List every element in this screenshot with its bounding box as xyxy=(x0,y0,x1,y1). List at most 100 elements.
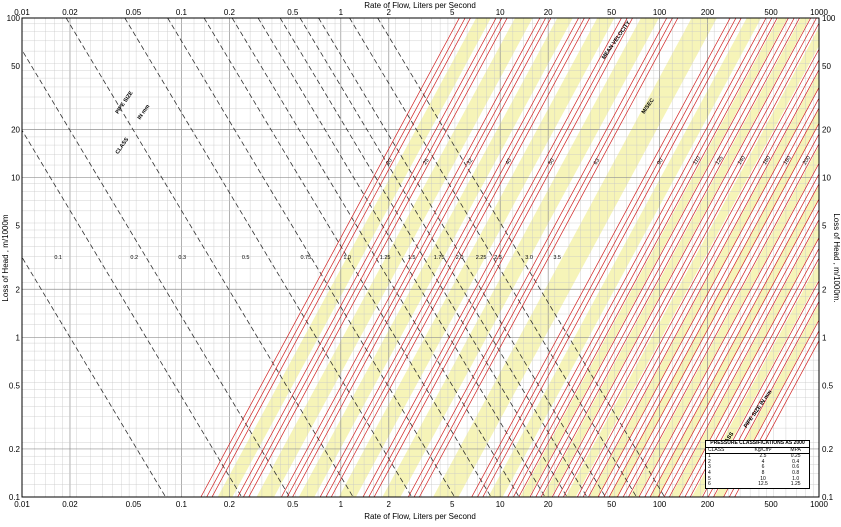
y-tick-label-left: 20 xyxy=(11,126,20,135)
pipe-line xyxy=(577,48,819,497)
x-tick-label-bottom: 1 xyxy=(339,500,344,509)
x-tick-label-top: 10 xyxy=(496,8,505,17)
pipe-line xyxy=(663,209,819,497)
yellow-band xyxy=(691,261,819,497)
y-tick-label-left: 0.1 xyxy=(9,493,21,502)
yellow-band xyxy=(650,184,819,497)
velocity-label: 3.5 xyxy=(553,255,561,261)
velocity-label: 0.2 xyxy=(130,255,138,261)
x-tick-label-bottom: 500 xyxy=(764,500,778,509)
pipe-line xyxy=(622,133,819,497)
x-tick-label-top: 50 xyxy=(607,8,616,17)
y-axis-label-right: Loss of Head , m/1000m. xyxy=(832,213,841,302)
chart-annotation: PIPE SIZE xyxy=(115,90,135,115)
pressure-table-row: 1 2.5 0.25 xyxy=(706,453,809,460)
pipe-line xyxy=(535,18,795,497)
y-tick-label-right: 0.5 xyxy=(822,381,834,390)
y-tick-label-right: 10 xyxy=(822,174,831,183)
velocity-line xyxy=(22,129,243,497)
x-tick-label-top: 5 xyxy=(450,8,455,17)
velocity-label: 1.25 xyxy=(380,255,391,261)
velocity-label: 0.1 xyxy=(54,255,62,261)
y-tick-label-left: 2 xyxy=(16,285,21,294)
yellow-band xyxy=(565,27,819,497)
pipe-line xyxy=(281,18,541,497)
pipe-line xyxy=(644,173,819,497)
pressure-classification-table: PRESSURE CLASSIFICATIONS AS 2000 CLASS K… xyxy=(705,440,810,489)
x-tick-label-bottom: 100 xyxy=(653,500,667,509)
pipe-line xyxy=(678,236,819,497)
velocity-line xyxy=(65,18,354,497)
pipe-line xyxy=(477,18,737,497)
table-cell: 6 xyxy=(761,464,765,471)
x-tick-label-top: 0.1 xyxy=(176,8,188,17)
pressure-table-row: 2 4 0.4 xyxy=(706,458,809,466)
y-tick-label-left: 100 xyxy=(7,14,21,23)
x-tick-label-bottom: 0.05 xyxy=(126,500,142,509)
velocity-line xyxy=(318,18,606,497)
yellow-band xyxy=(338,18,615,497)
x-tick-label-top: 0.01 xyxy=(14,8,30,17)
velocity-line xyxy=(231,18,520,497)
pipe-line xyxy=(689,257,819,497)
x-tick-label-bottom: 20 xyxy=(544,500,553,509)
yellow-band xyxy=(256,18,533,497)
x-tick-label-top: 0.02 xyxy=(62,8,78,17)
pipe-line xyxy=(373,18,633,497)
velocity-label: 0.3 xyxy=(178,255,186,261)
y-tick-label-left: 0.5 xyxy=(9,381,21,390)
velocity-line xyxy=(257,18,546,497)
x-axis-label-bottom: Rate of Flow, Liters per Second xyxy=(364,512,476,521)
table-cell: 2.5 xyxy=(759,453,767,460)
pipe-line xyxy=(482,18,742,497)
pipe-size-label: 25 xyxy=(422,158,430,166)
velocity-line xyxy=(203,18,492,497)
pressure-table-header: Kg/Cm² xyxy=(743,447,783,455)
annotations: 0.1 0.2 0.3 0.5 0.75 1.0 1.25 1.5 1.75 2.0 2.25 2.5… xyxy=(54,20,812,450)
velocity-line xyxy=(124,18,413,497)
velocity-line xyxy=(349,18,637,497)
velocity-line xyxy=(279,18,568,497)
yellow-band xyxy=(488,18,762,497)
x-tick-label-top: 0.2 xyxy=(224,8,236,17)
velocity-line xyxy=(299,18,588,497)
velocity-label: 2.0 xyxy=(456,255,464,261)
y-axis-label-left: Loss of Head , m/1000m xyxy=(1,214,10,301)
table-cell: 0.4 xyxy=(792,458,800,465)
velocity-label: 1.0 xyxy=(343,255,351,261)
pipe-line xyxy=(243,18,503,497)
pipe-size-label: 50 xyxy=(548,158,556,166)
pressure-table-row: 3 6 0.6 xyxy=(706,465,809,471)
y-tick-label-right: 20 xyxy=(822,126,831,135)
pressure-table-row: 6 12.5 1.25 xyxy=(706,482,809,488)
velocity-label: 0.5 xyxy=(242,255,250,261)
table-cell: 6 xyxy=(708,481,711,488)
pipe-line xyxy=(292,18,552,497)
x-tick-label-top: 0.5 xyxy=(287,8,299,17)
table-cell: 0.6 xyxy=(792,464,800,471)
y-tick-label-right: 0.2 xyxy=(822,445,834,454)
x-tick-label-top: 2 xyxy=(387,8,392,17)
velocity-line xyxy=(22,256,166,497)
pipe-line xyxy=(734,339,819,497)
x-tick-label-bottom: 2 xyxy=(387,500,392,509)
table-cell: 5 xyxy=(708,475,711,482)
pipe-line xyxy=(471,18,731,497)
pipe-line xyxy=(540,18,800,497)
y-tick-label-left: 1 xyxy=(16,333,21,342)
pressure-table-header: MPA xyxy=(782,447,809,455)
pipe-line xyxy=(330,18,591,497)
velocity-lines xyxy=(22,18,665,497)
table-cell: 1 xyxy=(708,453,711,460)
yellow-band xyxy=(217,18,491,497)
table-cell: 8 xyxy=(761,469,765,476)
velocity-label: 3.0 xyxy=(525,255,533,261)
table-cell: 3 xyxy=(708,464,711,471)
pipe-line xyxy=(684,247,819,497)
y-tick-label-left: 10 xyxy=(11,174,20,183)
pipe-size-label: 200 xyxy=(802,155,812,166)
pressure-table-row: 4 8 0.8 xyxy=(706,469,809,477)
pipe-line xyxy=(608,107,819,497)
